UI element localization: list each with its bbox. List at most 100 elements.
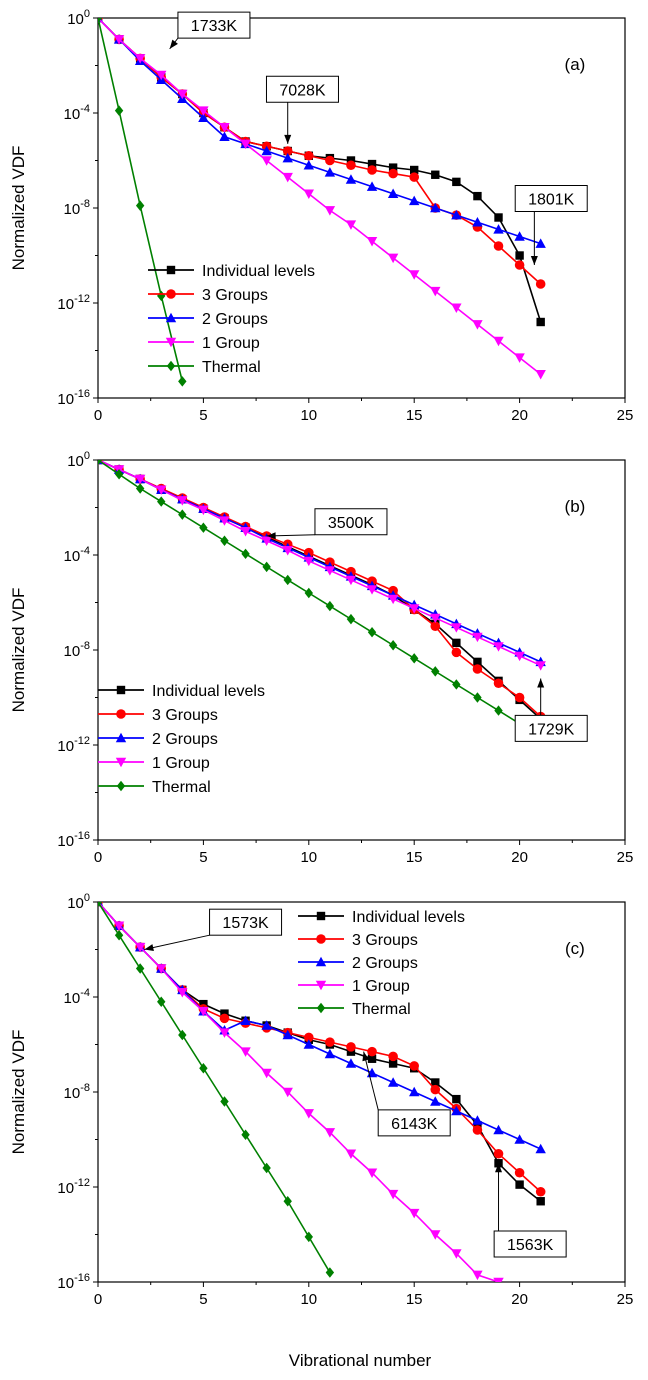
series-2-point <box>493 678 504 689</box>
series-3-point <box>303 160 314 170</box>
series-3-point <box>535 238 546 248</box>
series-line-5 <box>98 18 184 382</box>
x-tick-label: 20 <box>511 407 528 424</box>
annotation-label-2: 1729K <box>528 721 575 738</box>
series-3-point <box>345 174 357 184</box>
series-2-point <box>325 1037 335 1047</box>
x-tick-label: 0 <box>94 849 102 866</box>
series-1-point <box>515 1180 524 1189</box>
x-axis-label: Vibrational number <box>289 1351 432 1370</box>
legend-marker-2 <box>116 709 126 719</box>
series-3-point <box>303 1039 314 1049</box>
series-1-point <box>536 1197 545 1206</box>
annotation-box-1 <box>209 908 283 936</box>
series-2-point <box>367 165 377 175</box>
series-4-point <box>134 942 146 953</box>
series-1-point <box>452 1094 461 1104</box>
legend: Individual levels 3 Groups 2 Groups 1 Group… <box>148 263 315 376</box>
series-4-point <box>282 1087 293 1098</box>
series-5-point <box>199 1063 208 1074</box>
series-1-point <box>473 657 482 667</box>
series-4-point <box>303 1109 314 1119</box>
series-5-point <box>135 963 145 974</box>
series-4-point <box>387 594 399 605</box>
series-1-point <box>515 251 524 260</box>
series-5-point <box>157 290 166 302</box>
series-4-point <box>324 1128 336 1138</box>
series-3-point <box>430 202 441 213</box>
series-1-point <box>494 213 503 222</box>
annotation-box-1 <box>314 508 388 536</box>
series-4-point <box>303 189 314 199</box>
series-1-point <box>367 159 377 169</box>
series-4-point <box>177 496 188 506</box>
legend-label-3: 2 Groups <box>352 955 418 972</box>
legend-label-1: Individual levels <box>152 683 265 700</box>
series-2-point <box>514 1167 525 1178</box>
annotation-label-1: 3500K <box>328 515 375 532</box>
series-3-point <box>451 209 462 220</box>
series-4-point <box>430 1230 441 1240</box>
annotation-arrowhead-2 <box>362 1051 370 1062</box>
y-tick-label: 10-8 <box>64 1082 90 1102</box>
y-axis-label: Normalized VDF <box>9 588 28 713</box>
legend-label-3: 2 Groups <box>202 311 268 328</box>
series-4-point <box>387 1189 399 1200</box>
series-5-point <box>283 1196 292 1207</box>
series-3-point <box>535 1143 546 1154</box>
series-3-point <box>282 1029 293 1040</box>
x-tick-label: 10 <box>300 1291 317 1308</box>
series-5-point <box>114 469 124 480</box>
legend: Individual levels 3 Groups 2 Groups 1 Group… <box>98 683 265 796</box>
y-tick-label: 10-4 <box>64 103 90 123</box>
series-4-point <box>303 556 314 567</box>
legend-marker-2 <box>316 934 326 944</box>
legend-label-1: Individual levels <box>352 909 465 926</box>
annotation-label-2: 6143K <box>391 1116 438 1133</box>
series-5-point <box>283 574 292 586</box>
series-4-point <box>219 516 230 526</box>
annotation-label-3: 1563K <box>507 1237 554 1254</box>
series-5-point <box>178 509 187 520</box>
series-3-point <box>198 112 209 122</box>
series-4-point <box>177 89 188 100</box>
series-5-point <box>157 996 166 1007</box>
plot-area <box>98 18 546 387</box>
series-3-point <box>387 188 399 198</box>
series-4-point <box>493 1277 504 1282</box>
legend-marker-4 <box>315 980 327 991</box>
series-3-point <box>345 1058 357 1068</box>
legend: Individual levels 3 Groups 2 Groups 1 Group… <box>298 909 465 1018</box>
series-4-point <box>387 253 399 264</box>
annotation-box-3 <box>493 1230 567 1258</box>
series-5-point <box>135 200 145 211</box>
series-3-point <box>261 1020 272 1030</box>
x-tick-label: 15 <box>406 1291 423 1308</box>
y-tick-label: 10-12 <box>57 1177 90 1197</box>
legend-label-4: 1 Group <box>152 755 210 772</box>
chart-panel-1: 0 5 10 15 20 25 100 10-4 10-8 10-12 10-16 Normalize… <box>9 8 633 424</box>
plot-area <box>98 460 546 741</box>
series-2-point <box>388 1051 398 1062</box>
series-line-4 <box>98 18 542 375</box>
series-1-point <box>452 177 461 187</box>
series-4-point <box>366 585 378 595</box>
series-4-point <box>198 505 209 516</box>
series-4-point <box>430 286 441 297</box>
annotation-box-3 <box>514 185 588 212</box>
series-4-point <box>156 964 167 974</box>
series-2-point <box>304 150 314 161</box>
series-5-point <box>388 640 398 651</box>
series-5-point <box>241 548 250 560</box>
legend-label-5: Thermal <box>352 1001 411 1018</box>
series-4-point <box>198 1007 209 1017</box>
series-3-point <box>430 1096 441 1106</box>
series-1-point <box>410 165 419 175</box>
annotation-label-1: 1733K <box>191 18 238 35</box>
annotation-box-2 <box>514 714 588 742</box>
y-tick-label: 10-8 <box>64 198 90 218</box>
series-1-point <box>452 638 461 648</box>
series-line-3 <box>98 18 541 245</box>
series-line-2 <box>98 460 542 718</box>
series-5-point <box>220 535 229 546</box>
